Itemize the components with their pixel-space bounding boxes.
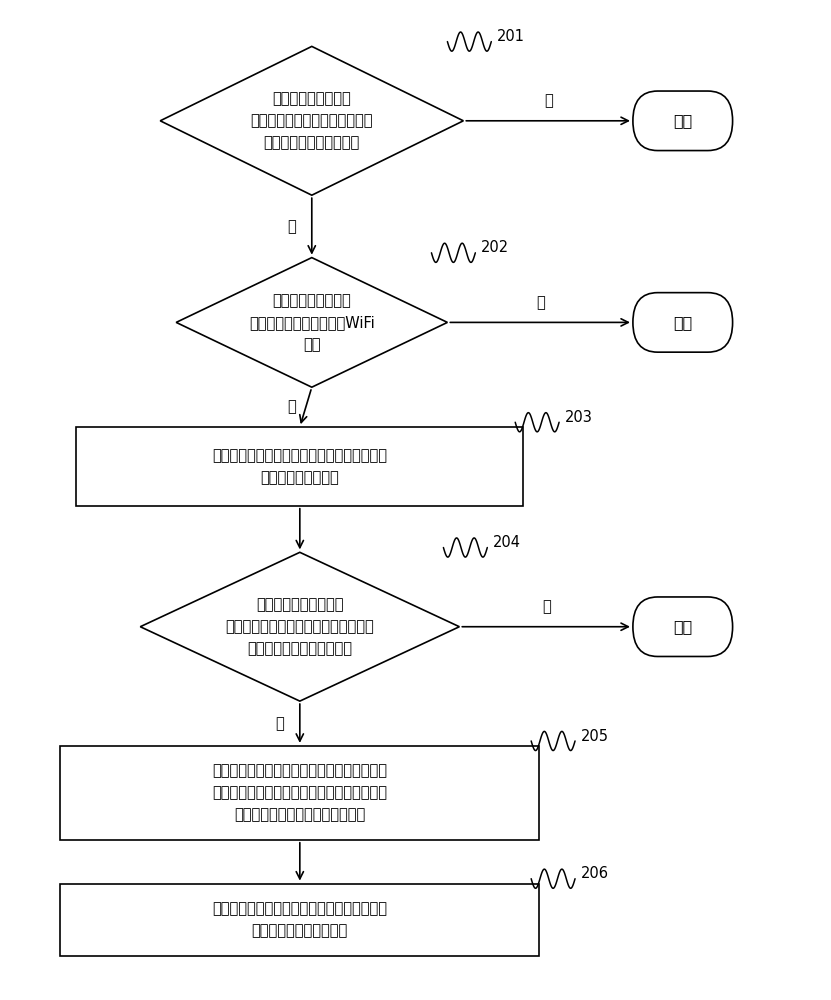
FancyBboxPatch shape bbox=[633, 91, 733, 151]
Polygon shape bbox=[140, 552, 460, 701]
Text: 是: 是 bbox=[287, 400, 296, 415]
Text: 在到达该提醒时间时，该第一终端取消输出该
提醒事件对应的提醒信息: 在到达该提醒时间时，该第一终端取消输出该 提醒事件对应的提醒信息 bbox=[213, 901, 387, 938]
Text: 206: 206 bbox=[581, 866, 608, 881]
FancyBboxPatch shape bbox=[61, 884, 539, 956]
Text: 判断该第一终端与该
第二终端是否共用同一个WiFi
热点: 判断该第一终端与该 第二终端是否共用同一个WiFi 热点 bbox=[249, 293, 375, 352]
Text: 结束: 结束 bbox=[673, 113, 692, 128]
Text: 201: 201 bbox=[497, 29, 525, 44]
FancyBboxPatch shape bbox=[76, 427, 524, 506]
Text: 该第一终端向该第二终端发送同步消息，该同
步消息包括提醒事件: 该第一终端向该第二终端发送同步消息，该同 步消息包括提醒事件 bbox=[213, 448, 387, 485]
Text: 204: 204 bbox=[493, 535, 521, 550]
FancyBboxPatch shape bbox=[61, 746, 539, 840]
FancyBboxPatch shape bbox=[633, 293, 733, 352]
Text: 否: 否 bbox=[543, 93, 553, 108]
Polygon shape bbox=[160, 46, 464, 195]
Text: 是: 是 bbox=[542, 599, 550, 614]
Text: 判断该第一终端在到达
该提醒事件的提醒时间时是否能够输出
该提醒事件对应的提醒信息: 判断该第一终端在到达 该提醒事件的提醒时间时是否能够输出 该提醒事件对应的提醒信… bbox=[225, 597, 374, 656]
Text: 判断使用第二终端的
第二用户是否为使用该第一终端
的第一用户的密切联系人: 判断使用第二终端的 第二用户是否为使用该第一终端 的第一用户的密切联系人 bbox=[250, 91, 373, 150]
Text: 205: 205 bbox=[581, 729, 608, 744]
Text: 结束: 结束 bbox=[673, 619, 692, 634]
Text: 是: 是 bbox=[287, 219, 296, 234]
Text: 结束: 结束 bbox=[673, 315, 692, 330]
FancyBboxPatch shape bbox=[633, 597, 733, 656]
Polygon shape bbox=[176, 258, 447, 387]
Text: 202: 202 bbox=[481, 240, 509, 255]
Text: 该第一终端向该第二终端发送通知消息，该通
知消息用于通知该第二终端在到达该提醒时间
时输出该提醒事件对应的提醒信息: 该第一终端向该第二终端发送通知消息，该通 知消息用于通知该第二终端在到达该提醒时… bbox=[213, 763, 387, 822]
Text: 否: 否 bbox=[536, 295, 544, 310]
Text: 203: 203 bbox=[565, 410, 593, 425]
Text: 否: 否 bbox=[275, 716, 284, 731]
